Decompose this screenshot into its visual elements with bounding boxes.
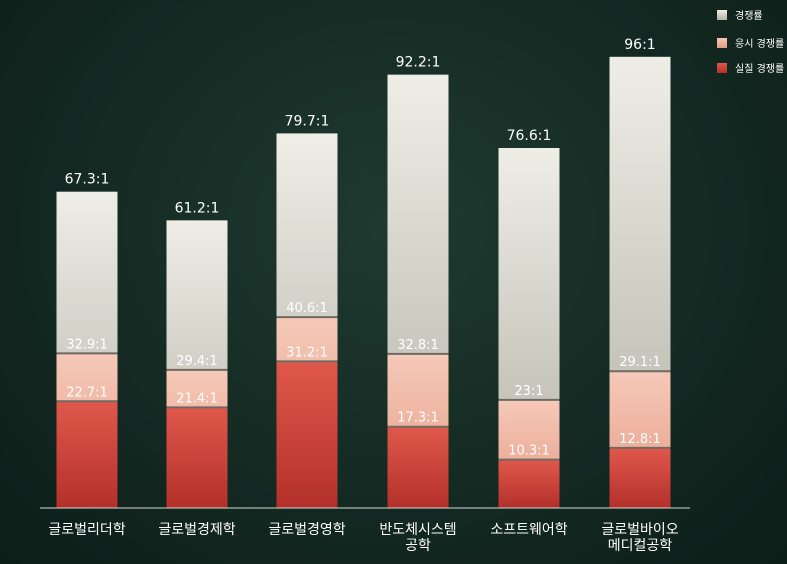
data-label-real-2: 31.2:1 xyxy=(286,345,328,360)
data-label-total-5: 96:1 xyxy=(624,37,655,53)
data-label-total-4: 76.6:1 xyxy=(507,128,552,144)
data-label-real-4: 10.3:1 xyxy=(508,444,550,459)
bar-real-2 xyxy=(276,361,338,508)
bar-real-4 xyxy=(498,459,560,508)
bar-real-3 xyxy=(387,426,449,508)
data-label-exam-3: 32.8:1 xyxy=(397,338,439,353)
data-label-real-0: 22.7:1 xyxy=(66,385,108,400)
data-label-exam-0: 32.9:1 xyxy=(66,337,108,352)
data-label-total-2: 79.7:1 xyxy=(285,113,330,129)
data-label-exam-2: 40.6:1 xyxy=(286,301,328,316)
category-label-2: 글로벌경영학 xyxy=(268,522,345,538)
data-label-exam-5: 29.1:1 xyxy=(619,355,661,370)
legend-label-exam: 응시 경쟁률 xyxy=(735,37,784,50)
legend-swatch-total xyxy=(717,10,727,20)
legend-swatch-real xyxy=(717,63,727,73)
data-label-real-3: 17.3:1 xyxy=(397,411,439,426)
bar-real-0 xyxy=(56,401,118,508)
category-label-3: 반도체시스템 xyxy=(379,522,456,538)
data-label-real-1: 21.4:1 xyxy=(176,391,218,406)
legend-swatch-exam xyxy=(717,38,727,48)
data-label-exam-1: 29.4:1 xyxy=(176,354,218,369)
data-label-total-1: 61.2:1 xyxy=(175,200,220,216)
data-label-total-0: 67.3:1 xyxy=(65,172,110,188)
category-label-0: 글로벌리더학 xyxy=(48,522,125,538)
bar-real-1 xyxy=(166,407,228,508)
category-label-1: 글로벌경제학 xyxy=(158,522,235,538)
category-label-5: 글로벌바이오 xyxy=(601,522,678,538)
category-label-5-line-1: 메디컬공학 xyxy=(608,538,673,554)
bars-group: 67.3:1 32.9:1 22.7:1 61.2:1 29.4:1 21.4:1 79.7… xyxy=(56,37,671,509)
category-label-3-line-1: 공학 xyxy=(405,538,431,554)
bar-real-5 xyxy=(609,447,671,508)
data-label-real-5: 12.8:1 xyxy=(619,432,661,447)
category-label-4: 소프트웨어학 xyxy=(490,522,567,538)
data-label-total-3: 92.2:1 xyxy=(396,55,441,71)
legend-label-total: 경쟁률 xyxy=(735,9,763,22)
data-label-exam-4: 23:1 xyxy=(514,384,543,399)
legend-label-real: 실질 경쟁률 xyxy=(735,62,784,75)
legend: 경쟁률 응시 경쟁률 실질 경쟁률 xyxy=(717,9,784,75)
